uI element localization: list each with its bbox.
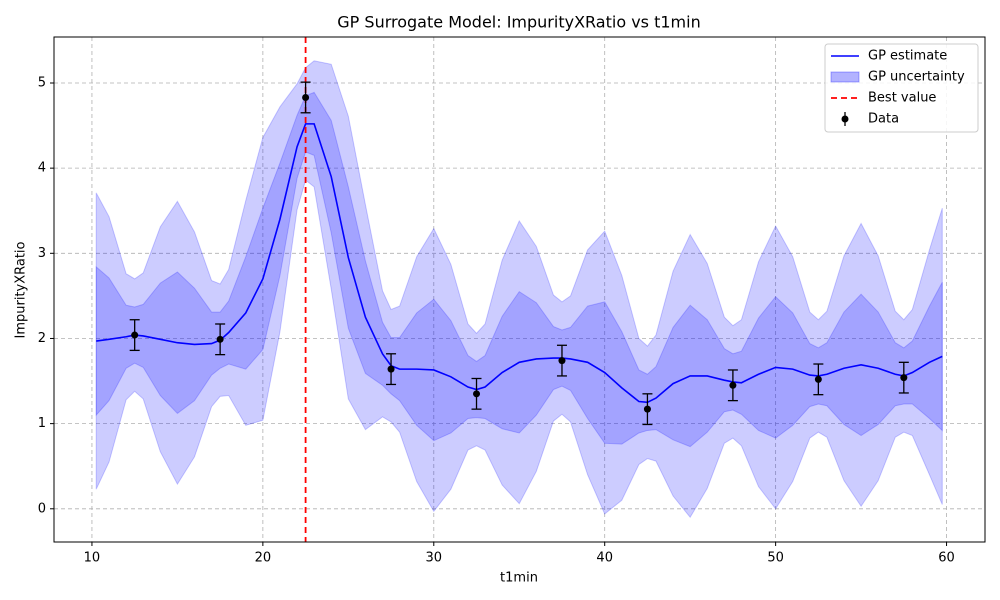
point	[814, 375, 822, 383]
y-axis-label: ImpurityXRatio	[14, 241, 29, 338]
legend-swatch	[830, 71, 860, 83]
point	[216, 335, 224, 343]
gp-line	[96, 123, 943, 404]
plot-frame	[53, 36, 986, 543]
data-point	[215, 323, 226, 356]
data-point	[300, 81, 311, 114]
legend: GP estimate GP uncertainty Best value Data	[824, 43, 979, 133]
uncertainty-band	[95, 91, 943, 448]
y-tick-label: 5	[38, 75, 46, 90]
legend-box	[824, 43, 979, 133]
data-point	[129, 319, 140, 352]
y-tick-label: 1	[38, 416, 46, 431]
point	[900, 374, 908, 382]
y-tick-label: 0	[38, 501, 46, 516]
legend-swatch	[841, 115, 849, 123]
point	[643, 405, 651, 413]
point	[729, 381, 737, 389]
data-point	[386, 353, 397, 386]
legend-label: Best value	[868, 91, 936, 106]
x-axis-label: t1min	[500, 571, 538, 586]
data-point	[898, 361, 909, 394]
chart-title: GP Surrogate Model: ImpurityXRatio vs t1…	[337, 13, 700, 32]
point	[558, 357, 566, 365]
point	[387, 365, 395, 373]
y-tick-label: 2	[38, 331, 46, 346]
legend-label: GP estimate	[868, 49, 947, 64]
y-tick-label: 4	[38, 161, 46, 176]
y-tick-label: 3	[38, 246, 46, 261]
uncertainty-band	[95, 60, 943, 519]
point	[302, 93, 310, 101]
x-tick-label: 50	[767, 551, 784, 566]
point	[131, 331, 139, 339]
data-point	[642, 393, 653, 426]
legend-label: Data	[868, 112, 899, 127]
data-point	[556, 344, 567, 377]
point	[473, 390, 481, 398]
x-tick-label: 10	[84, 551, 101, 566]
data-point	[471, 377, 482, 410]
data-point	[813, 363, 824, 396]
x-tick-label: 20	[255, 551, 272, 566]
legend-label: GP uncertainty	[868, 70, 965, 85]
data-point	[727, 369, 738, 402]
x-tick-label: 60	[938, 551, 955, 566]
x-tick-label: 30	[426, 551, 443, 566]
x-tick-label: 40	[596, 551, 613, 566]
